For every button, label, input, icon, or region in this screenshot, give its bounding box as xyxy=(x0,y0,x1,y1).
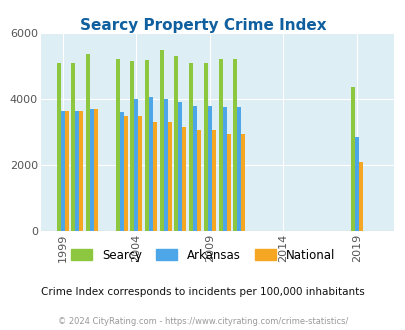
Bar xyxy=(218,59,222,231)
Bar xyxy=(241,134,245,231)
Bar xyxy=(145,60,149,231)
Bar xyxy=(207,106,211,231)
Text: © 2024 CityRating.com - https://www.cityrating.com/crime-statistics/: © 2024 CityRating.com - https://www.city… xyxy=(58,317,347,326)
Bar xyxy=(153,122,157,231)
Bar xyxy=(119,112,123,231)
Bar xyxy=(167,122,171,231)
Bar xyxy=(350,87,354,231)
Bar xyxy=(138,115,142,231)
Bar xyxy=(193,106,197,231)
Bar xyxy=(159,50,163,231)
Bar xyxy=(197,130,200,231)
Bar xyxy=(60,111,64,231)
Bar xyxy=(149,97,153,231)
Bar xyxy=(354,137,358,231)
Legend: Searcy, Arkansas, National: Searcy, Arkansas, National xyxy=(66,244,339,266)
Text: Searcy Property Crime Index: Searcy Property Crime Index xyxy=(79,18,326,33)
Bar xyxy=(64,111,68,231)
Bar xyxy=(358,162,362,231)
Bar xyxy=(71,63,75,231)
Bar xyxy=(203,63,207,231)
Bar xyxy=(233,59,237,231)
Bar xyxy=(211,130,215,231)
Bar xyxy=(79,111,83,231)
Bar xyxy=(134,99,138,231)
Bar xyxy=(189,63,193,231)
Bar xyxy=(163,99,167,231)
Bar xyxy=(90,109,94,231)
Bar xyxy=(178,102,182,231)
Bar xyxy=(75,111,79,231)
Bar xyxy=(237,107,241,231)
Bar xyxy=(86,54,90,231)
Bar xyxy=(174,56,178,231)
Bar xyxy=(182,127,186,231)
Bar xyxy=(94,109,98,231)
Bar xyxy=(130,61,134,231)
Text: Crime Index corresponds to incidents per 100,000 inhabitants: Crime Index corresponds to incidents per… xyxy=(41,287,364,297)
Bar xyxy=(57,63,60,231)
Bar xyxy=(123,115,127,231)
Bar xyxy=(115,59,119,231)
Bar xyxy=(222,107,226,231)
Bar xyxy=(226,134,230,231)
